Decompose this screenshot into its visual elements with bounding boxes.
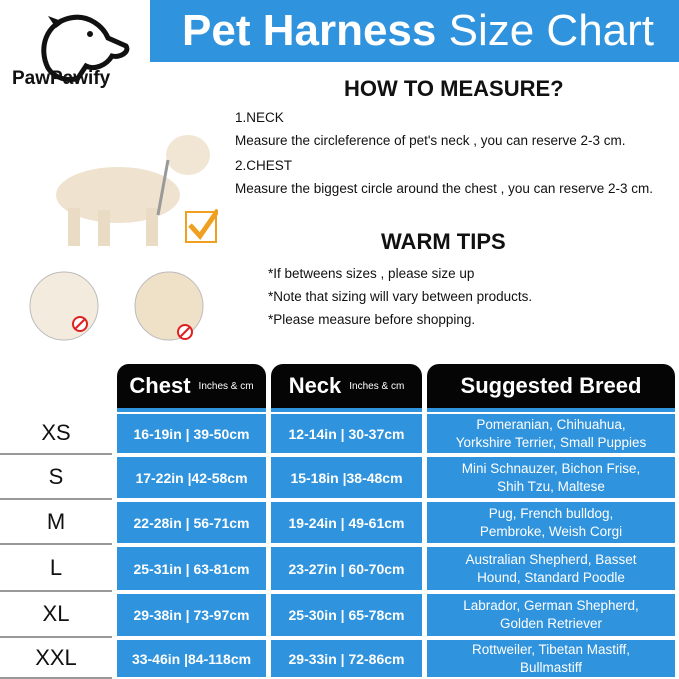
breed-cell: Rottweiler, Tibetan Mastiff, Bullmastiff bbox=[427, 640, 675, 677]
neck-cell: 25-30in | 65-78cm bbox=[271, 594, 422, 636]
title-bold: Pet Harness bbox=[182, 6, 437, 55]
chest-text: Measure the biggest circle around the ch… bbox=[235, 181, 653, 196]
breed-cell: Australian Shepherd, Basset Hound, Stand… bbox=[427, 547, 675, 590]
breed-cell: Pug, French bulldog, Pembroke, Weish Cor… bbox=[427, 502, 675, 543]
chest-cell: 25-31in | 63-81cm bbox=[117, 547, 266, 590]
chest-cell: 33-46in |84-118cm bbox=[117, 640, 266, 677]
header-breed: Suggested Breed bbox=[427, 364, 675, 412]
dog-photo-wrong-2 bbox=[134, 271, 204, 341]
neck-title: 1.NECK bbox=[235, 110, 284, 125]
neck-cell: 15-18in |38-48cm bbox=[271, 457, 422, 498]
breed-cell: Pomeranian, Chihuahua, Yorkshire Terrier… bbox=[427, 414, 675, 453]
neck-cell: 19-24in | 49-61cm bbox=[271, 502, 422, 543]
size-label: L bbox=[0, 545, 112, 592]
size-label: XL bbox=[0, 592, 112, 638]
tip-item: *If betweens sizes , please size up bbox=[268, 266, 475, 281]
header-chest: Chest Inches & cm bbox=[117, 364, 266, 412]
tip-item: *Note that sizing will vary between prod… bbox=[268, 289, 533, 304]
brand-name: PawPawify bbox=[12, 68, 111, 89]
chest-cell: 29-38in | 73-97cm bbox=[117, 594, 266, 636]
neck-cell: 29-33in | 72-86cm bbox=[271, 640, 422, 677]
neck-text: Measure the circleference of pet's neck … bbox=[235, 133, 626, 148]
breed-cell: Mini Schnauzer, Bichon Frise, Shih Tzu, … bbox=[427, 457, 675, 498]
header-label: Neck bbox=[288, 373, 342, 398]
chest-cell: 17-22in |42-58cm bbox=[117, 457, 266, 498]
size-label: M bbox=[0, 500, 112, 545]
dog-photo-harness bbox=[56, 135, 218, 246]
size-label: S bbox=[0, 455, 112, 500]
header-unit: Inches & cm bbox=[198, 380, 254, 392]
chest-title: 2.CHEST bbox=[235, 158, 293, 173]
dog-photo-wrong-1 bbox=[29, 271, 99, 341]
chest-cell: 16-19in | 39-50cm bbox=[117, 414, 266, 453]
tip-item: *Please measure before shopping. bbox=[268, 312, 476, 327]
warm-tips-heading: WARM TIPS bbox=[381, 229, 506, 254]
title-light: Size Chart bbox=[448, 6, 655, 55]
header-label: Suggested Breed bbox=[460, 373, 642, 398]
breed-cell: Labrador, German Shepherd, Golden Retrie… bbox=[427, 594, 675, 636]
how-to-measure-heading: HOW TO MEASURE? bbox=[344, 76, 564, 101]
size-label: XS bbox=[0, 412, 112, 455]
title-banner: Pet Harness Size Chart bbox=[150, 0, 679, 62]
header-unit: Inches & cm bbox=[349, 380, 405, 392]
header-neck: Neck Inches & cm bbox=[271, 364, 422, 412]
neck-cell: 23-27in | 60-70cm bbox=[271, 547, 422, 590]
dog-logo-icon bbox=[41, 14, 130, 83]
neck-cell: 12-14in | 30-37cm bbox=[271, 414, 422, 453]
header-label: Chest bbox=[129, 373, 191, 398]
size-label: XXL bbox=[0, 638, 112, 679]
chest-cell: 22-28in | 56-71cm bbox=[117, 502, 266, 543]
